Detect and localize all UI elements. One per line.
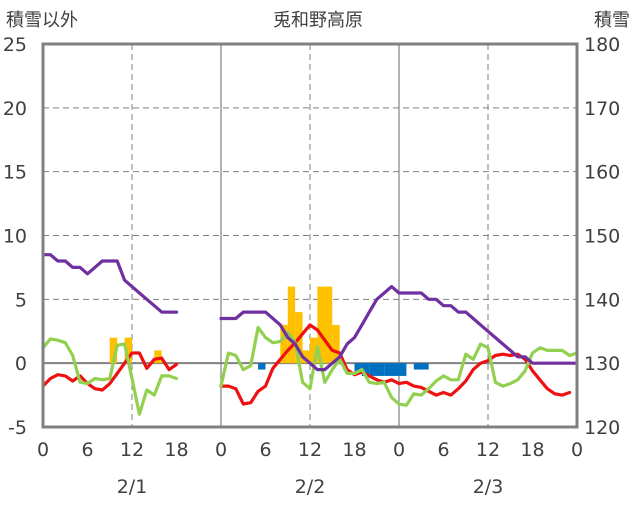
precip-bar [287,286,296,364]
x-tick-label: 0 [393,439,405,461]
precip-bar [302,350,310,364]
y-left-tick-label: 20 [3,98,27,120]
chart-title: 兎和野高原 [273,10,363,31]
y-left-tick-label: 0 [15,353,27,375]
precip-bar [399,363,407,376]
x-tick-label: 12 [476,439,500,461]
y-right-tick-label: 180 [584,34,620,56]
precip-bar [332,324,340,364]
snow_depth-line [41,253,179,314]
precip-bars [109,286,429,376]
y-right-tick-label: 120 [584,417,620,439]
precip-bar [413,363,429,370]
y-left-tick-label: 5 [15,289,27,311]
y-left-axis-label: 積雪以外 [6,10,78,31]
precip-bar [124,337,132,364]
temperature-line [41,351,179,392]
date-label: 2/2 [295,476,326,498]
y-right-tick-label: 160 [584,162,620,184]
x-tick-label: 6 [81,439,93,461]
precip-bar [154,350,162,364]
x-tick-label: 18 [164,439,188,461]
precip-bar [258,363,266,370]
x-tick-label: 12 [120,439,144,461]
y-left-tick-label: 25 [3,34,27,56]
y-left-tick-label: 15 [3,162,27,184]
date-label: 2/1 [117,476,148,498]
x-tick-label: 18 [520,439,544,461]
snow_depth-line [219,285,579,372]
y-right-tick-label: 150 [584,226,620,248]
precip-bar [109,337,118,364]
precip-bar [354,363,362,373]
x-tick-label: 0 [215,439,227,461]
grid [43,44,577,427]
y-left-tick-label: -5 [8,417,27,439]
y-left-tick-label: 10 [3,226,27,248]
x-tick-label: 0 [37,439,49,461]
x-tick-label: 6 [259,439,271,461]
x-tick-label: 6 [437,439,449,461]
precip-bar [369,363,385,376]
y-right-tick-label: 140 [584,289,620,311]
y-right-tick-label: 130 [584,353,620,375]
plot-frame [41,42,579,429]
temperature-line [219,323,572,406]
x-tick-label: 0 [571,439,583,461]
x-tick-label: 12 [298,439,322,461]
x-tick-label: 18 [342,439,366,461]
precip-bar [310,337,318,364]
precip-bar [280,324,288,364]
series-lines [41,253,579,416]
dewpoint-line [219,325,579,407]
precip-bar [361,363,370,376]
date-label: 2/3 [473,476,504,498]
y-right-tick-label: 170 [584,98,620,120]
dewpoint-line [41,337,179,416]
y-right-axis-label: 積雪 [594,10,630,31]
precip-bar [384,363,399,376]
